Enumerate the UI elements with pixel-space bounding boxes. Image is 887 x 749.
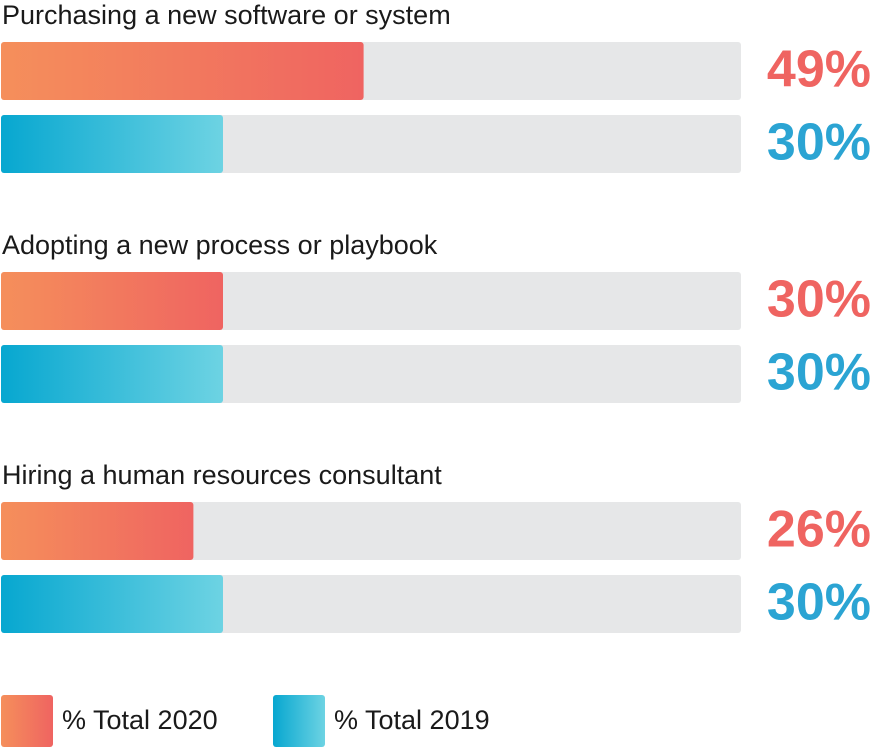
category-label: Adopting a new process or playbook [2, 230, 438, 260]
value-label: 30% [767, 271, 871, 329]
legend-label: % Total 2020 [62, 705, 218, 735]
value-label: 49% [767, 41, 871, 99]
legend-swatch [273, 695, 325, 747]
legend-swatch [1, 695, 53, 747]
bar [1, 272, 223, 330]
bar [1, 502, 194, 560]
bar [1, 345, 223, 403]
legend-label: % Total 2019 [334, 705, 490, 735]
value-label: 30% [767, 574, 871, 632]
bar [1, 42, 364, 100]
value-label: 30% [767, 114, 871, 172]
bar [1, 115, 223, 173]
category-label: Hiring a human resources consultant [2, 460, 442, 490]
category-label: Purchasing a new software or system [2, 0, 451, 30]
bar [1, 575, 223, 633]
value-label: 30% [767, 344, 871, 402]
value-label: 26% [767, 501, 871, 559]
